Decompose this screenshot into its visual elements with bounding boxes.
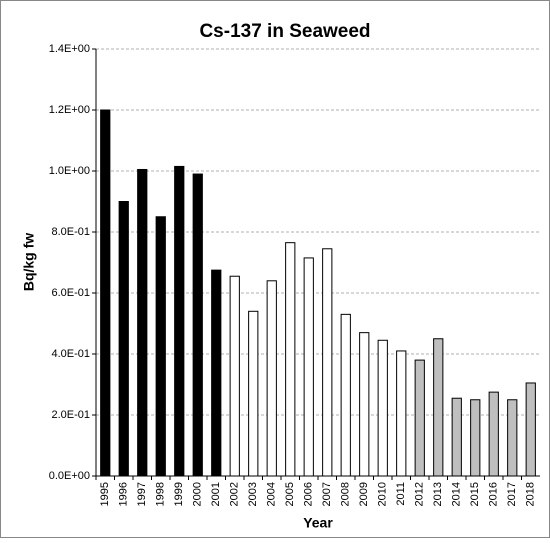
- bar: [433, 338, 444, 477]
- bar: [266, 280, 277, 477]
- y-tick-label: 4.0E-01: [51, 348, 90, 360]
- bar: [507, 399, 518, 477]
- x-tick-label: 2017: [506, 482, 518, 506]
- bar: [525, 382, 536, 477]
- x-axis-label: Year: [303, 515, 333, 531]
- x-tick-label: 1995: [99, 482, 111, 506]
- y-tick-label: 8.0E-01: [51, 226, 90, 238]
- bar: [118, 201, 129, 477]
- x-tick-label: 2010: [377, 482, 389, 506]
- bar: [192, 173, 203, 477]
- bar: [137, 168, 148, 477]
- x-tick-label: 2006: [303, 482, 315, 506]
- bar: [396, 350, 407, 477]
- x-tick-label: 2003: [247, 482, 259, 506]
- bar: [488, 391, 499, 477]
- x-tick-label: 2015: [469, 482, 481, 506]
- x-tick-label: 2014: [451, 482, 463, 506]
- y-tick-label: 1.2E+00: [49, 104, 90, 116]
- x-tick-label: 2000: [192, 482, 204, 506]
- x-tick-label: 2008: [340, 482, 352, 506]
- chart-title: Cs-137 in Seaweed: [199, 21, 370, 42]
- x-tick-label: 1998: [155, 482, 167, 506]
- bar: [285, 242, 296, 477]
- bar: [340, 313, 351, 477]
- y-tick-label: 0.0E+00: [49, 470, 90, 482]
- x-tick-label: 1996: [118, 482, 130, 506]
- x-tick-label: 2005: [284, 482, 296, 506]
- x-tick-label: 2007: [321, 482, 333, 506]
- x-tick-label: 2012: [414, 482, 426, 506]
- x-tick-label: 2018: [525, 482, 537, 506]
- x-tick-label: 1997: [136, 482, 148, 506]
- x-tick-label: 2013: [432, 482, 444, 506]
- bar: [359, 332, 370, 477]
- y-tick-label: 1.0E+00: [49, 165, 90, 177]
- bar: [211, 269, 222, 477]
- bar: [322, 248, 333, 477]
- bar: [470, 399, 481, 477]
- bar: [377, 339, 388, 477]
- bar: [174, 165, 185, 477]
- bar: [451, 397, 462, 477]
- y-axis-label: Bq/kg fw: [21, 233, 37, 291]
- x-tick-label: 2009: [358, 482, 370, 506]
- bar: [303, 257, 314, 477]
- x-tick-label: 2004: [266, 482, 278, 506]
- y-tick-label: 2.0E-01: [51, 409, 90, 421]
- x-tick-label: 2016: [488, 482, 500, 506]
- x-tick-label: 2011: [395, 482, 407, 506]
- bar: [414, 359, 425, 477]
- bar: [155, 216, 166, 477]
- bar: [100, 109, 111, 477]
- bar: [229, 275, 240, 477]
- x-tick-label: 2002: [229, 482, 241, 506]
- x-tick-label: 2001: [210, 482, 222, 506]
- bar: [248, 310, 259, 477]
- y-tick-label: 6.0E-01: [51, 287, 90, 299]
- y-tick-label: 1.4E+00: [49, 43, 90, 55]
- x-tick-label: 1999: [173, 482, 185, 506]
